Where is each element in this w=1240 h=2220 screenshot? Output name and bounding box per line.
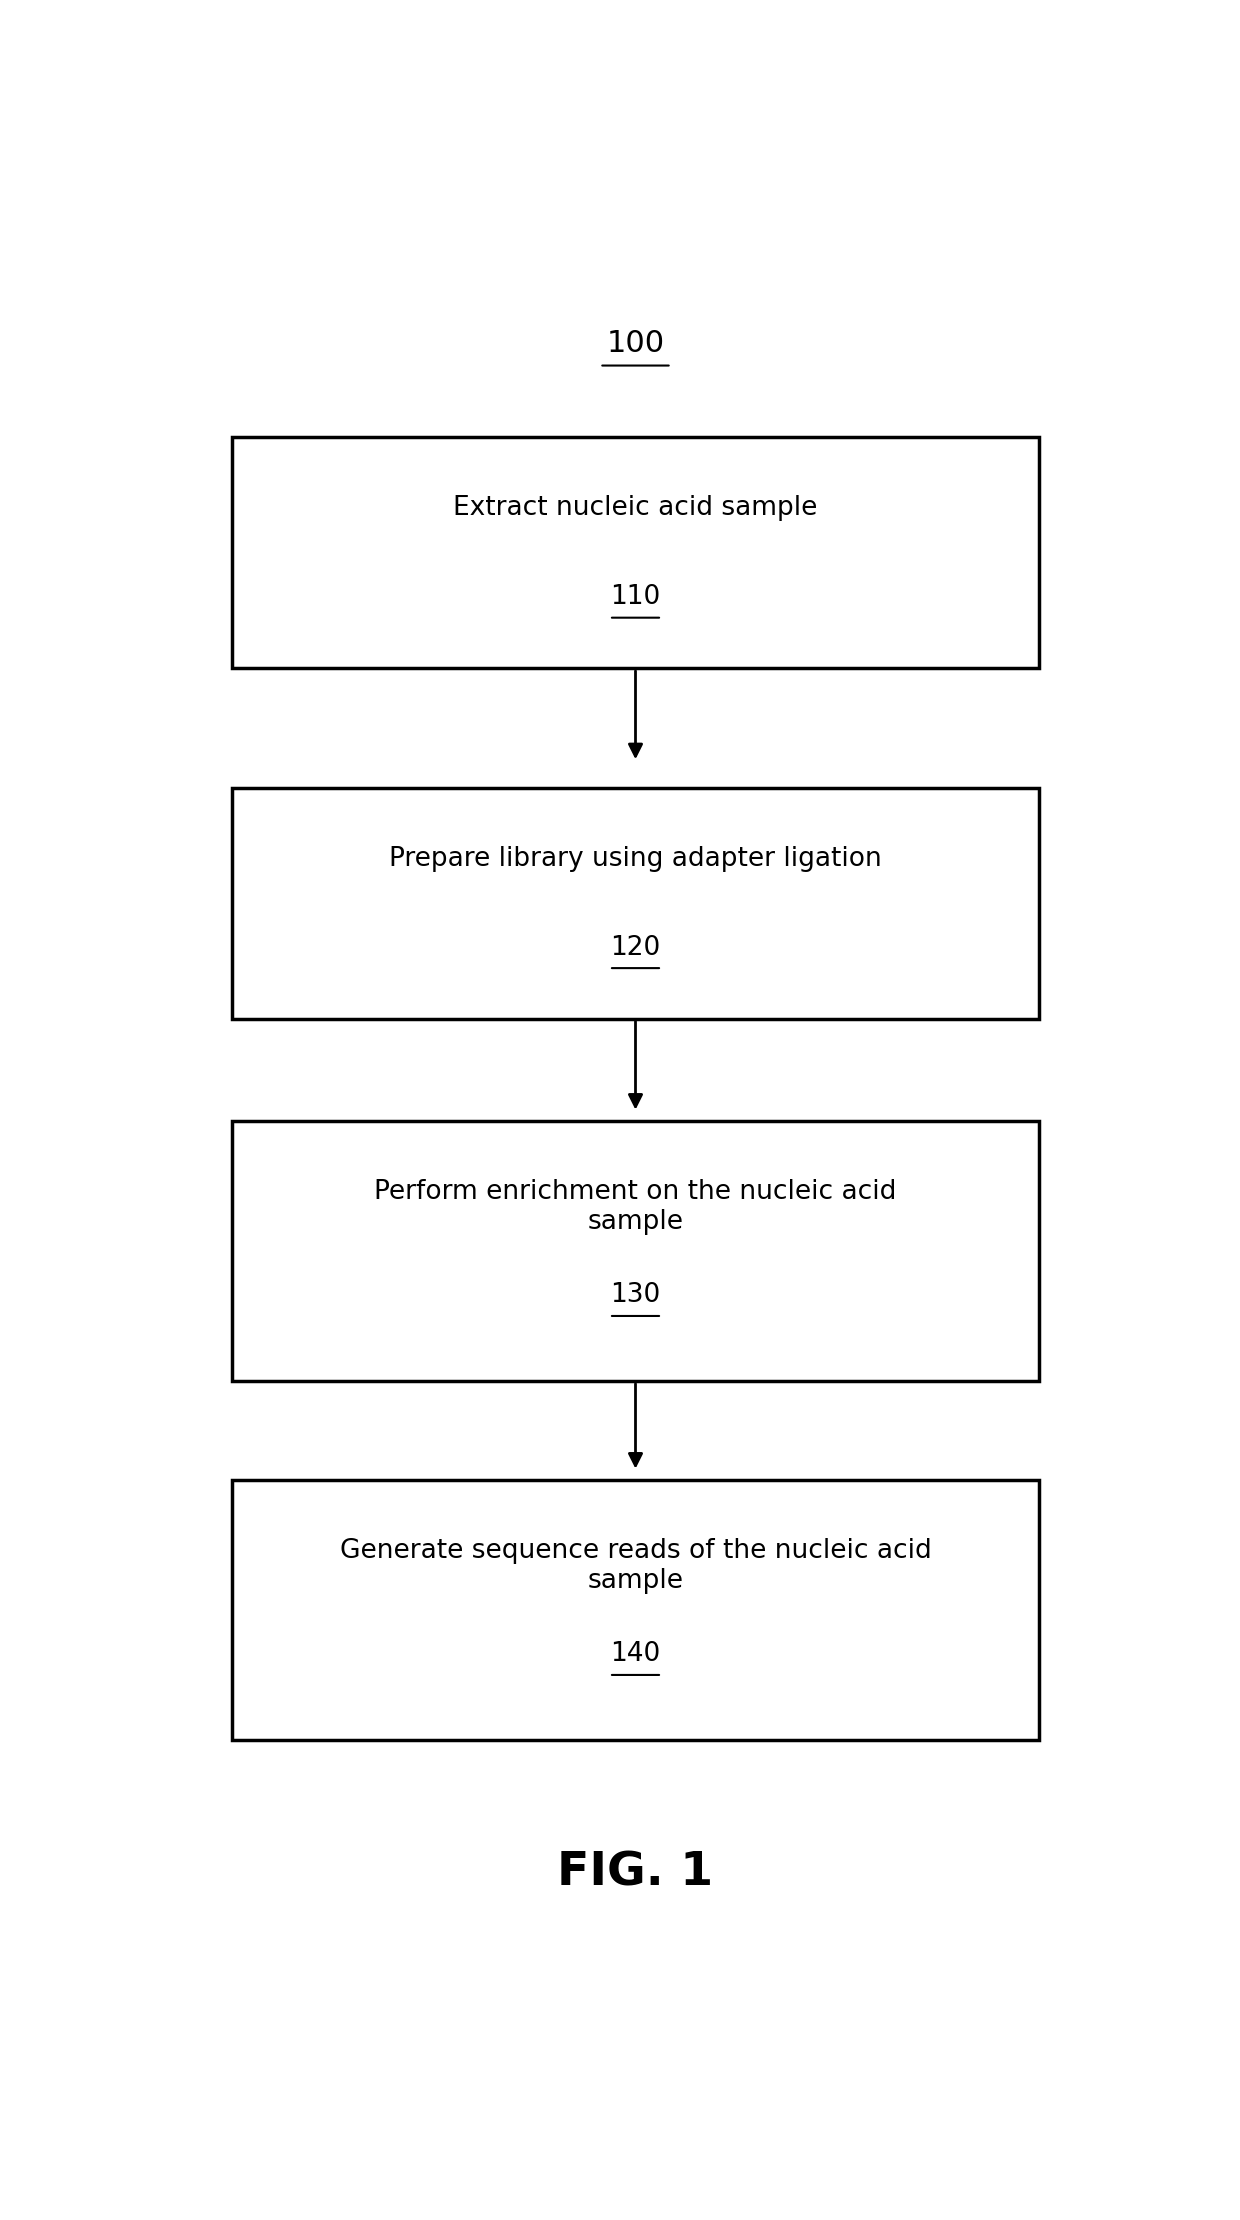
Text: 120: 120 [610, 935, 661, 961]
Text: Prepare library using adapter ligation: Prepare library using adapter ligation [389, 846, 882, 872]
Text: 140: 140 [610, 1641, 661, 1667]
Text: Generate sequence reads of the nucleic acid
sample: Generate sequence reads of the nucleic a… [340, 1538, 931, 1594]
Text: Extract nucleic acid sample: Extract nucleic acid sample [454, 495, 817, 522]
FancyBboxPatch shape [232, 1121, 1039, 1381]
Text: 100: 100 [606, 329, 665, 357]
Text: Perform enrichment on the nucleic acid
sample: Perform enrichment on the nucleic acid s… [374, 1179, 897, 1234]
FancyBboxPatch shape [232, 788, 1039, 1019]
Text: 130: 130 [610, 1283, 661, 1308]
Text: 110: 110 [610, 584, 661, 610]
FancyBboxPatch shape [232, 1481, 1039, 1740]
Text: FIG. 1: FIG. 1 [558, 1851, 713, 1896]
FancyBboxPatch shape [232, 437, 1039, 668]
